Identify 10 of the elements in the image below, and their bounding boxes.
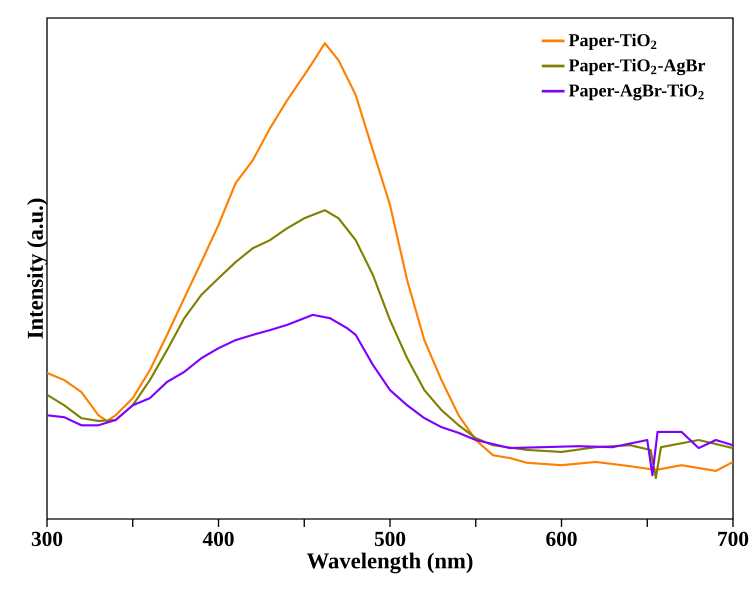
x-axis-title: Wavelength (nm) xyxy=(306,552,472,574)
legend-label: Paper-TiO$_{2}$ xyxy=(568,34,656,50)
x-tick-label: 300 xyxy=(32,532,62,546)
x-tick-label: 700 xyxy=(718,532,748,546)
y-axis-title: Intensity (a.u.) xyxy=(27,198,48,339)
x-tick-label: 400 xyxy=(202,532,234,546)
x-tick-label: 600 xyxy=(546,532,577,546)
x-tick-label: 500 xyxy=(374,532,406,546)
legend-label: Paper-TiO$_{2}$-AgBr xyxy=(568,58,706,76)
legend-label: Paper-AgBr-TiO$_{2}$ xyxy=(568,84,704,100)
